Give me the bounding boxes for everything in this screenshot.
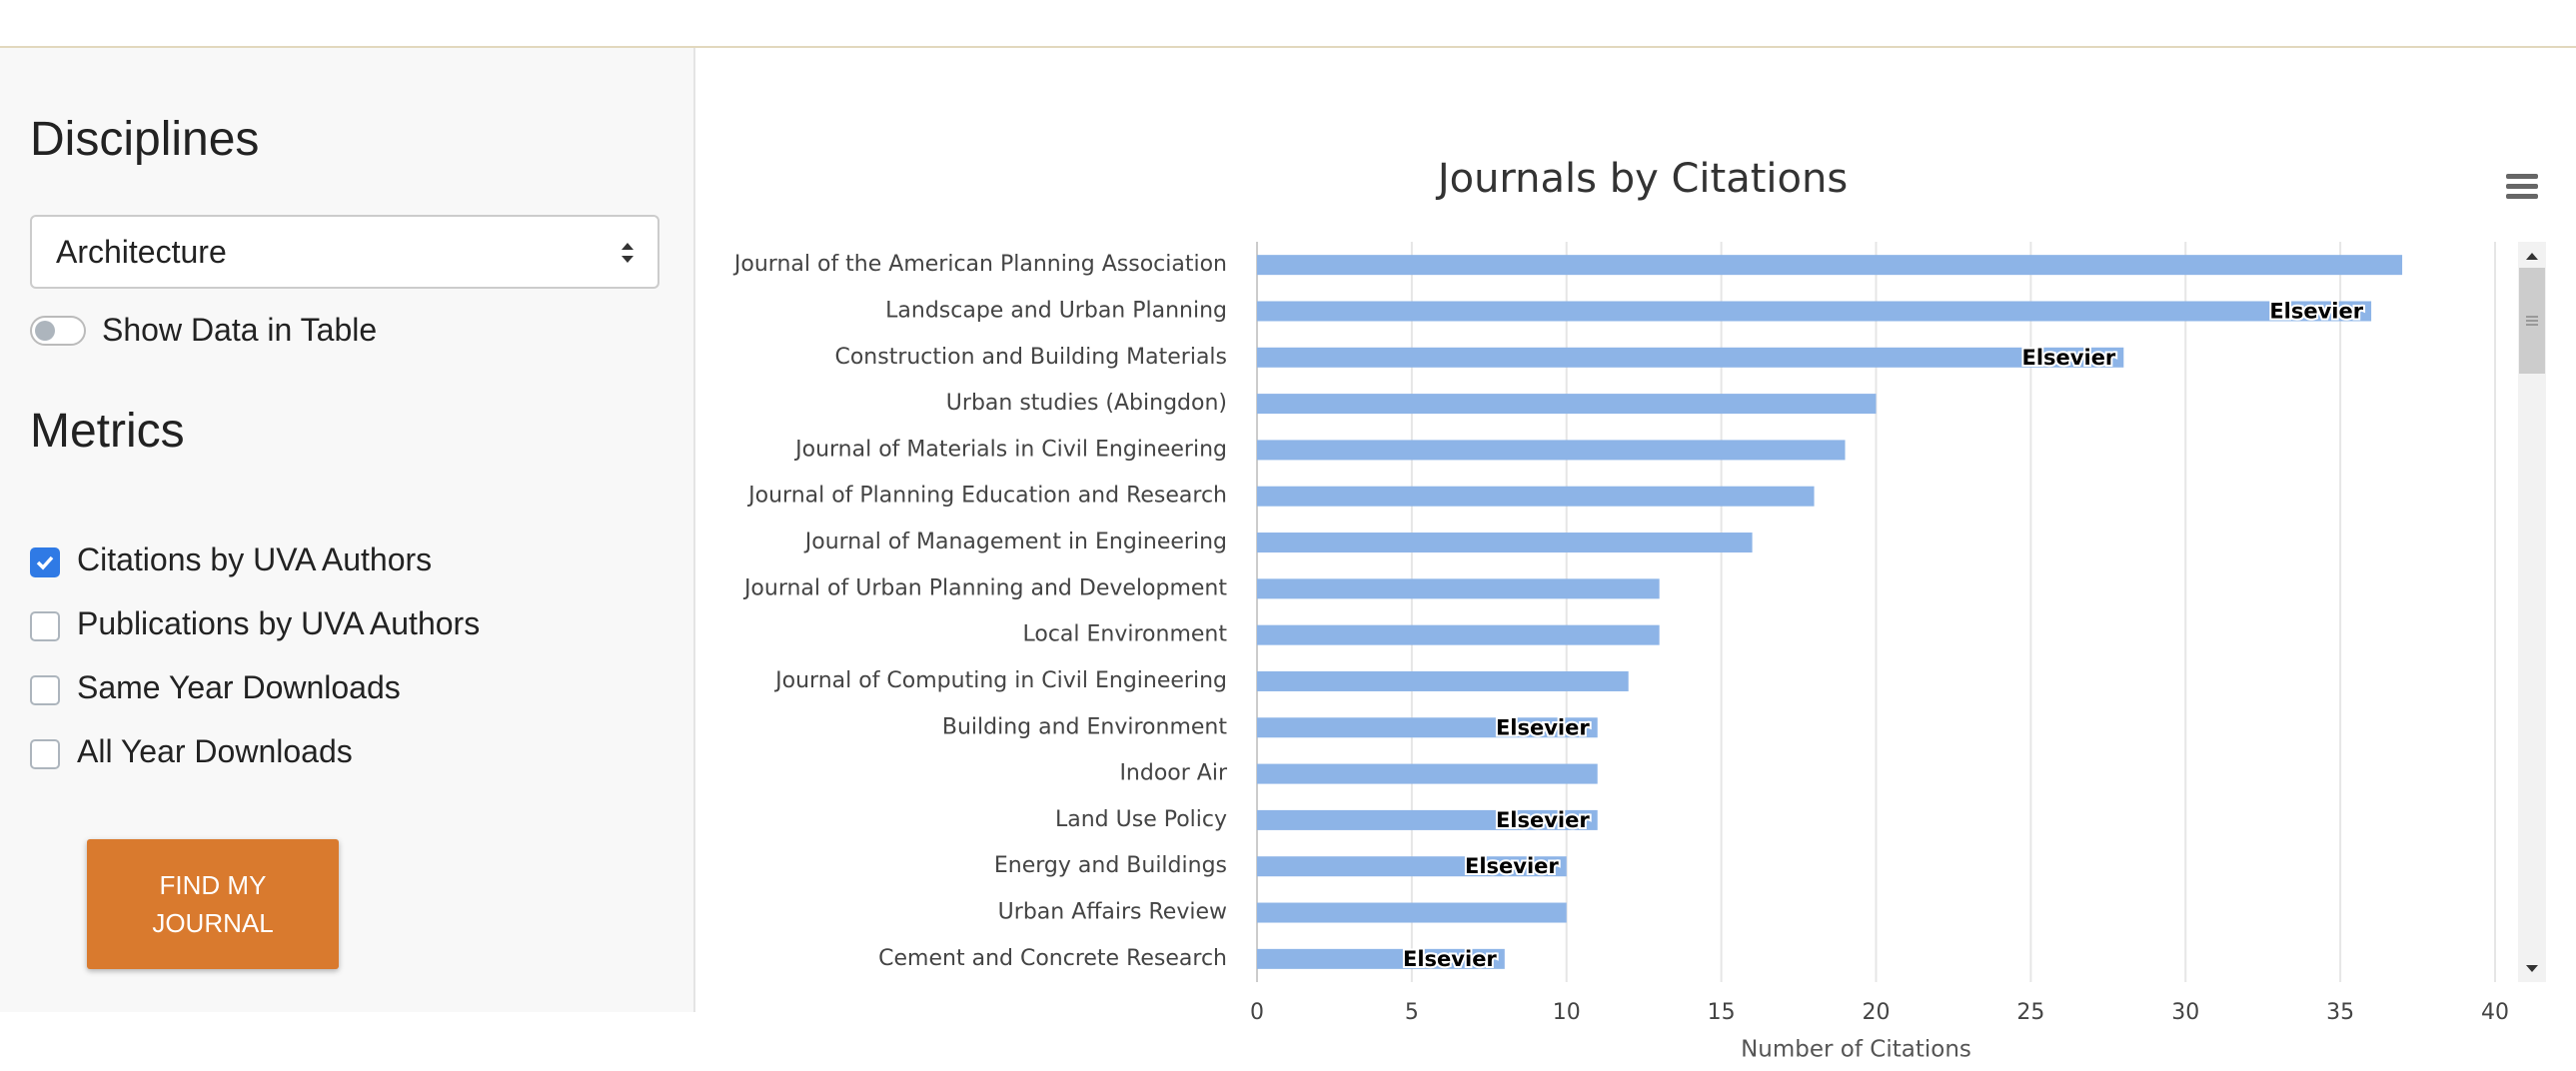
x-tick-label: 0 — [1250, 1000, 1264, 1025]
bar — [1257, 809, 1598, 830]
x-axis-title: Number of Citations — [1741, 1037, 1971, 1063]
y-tick-label: Journal of Urban Planning and Developmen… — [742, 575, 1227, 600]
disciplines-heading: Disciplines — [30, 113, 260, 166]
metric-label: Same Year Downloads — [77, 669, 401, 705]
metric-checkbox[interactable] — [30, 547, 60, 577]
y-tick-label: Indoor Air — [1119, 761, 1228, 786]
select-arrows — [622, 243, 634, 263]
bar — [1257, 255, 2403, 276]
x-tick-label: 15 — [1708, 1000, 1736, 1025]
metric-checkbox[interactable] — [30, 739, 60, 769]
bar — [1257, 670, 1629, 691]
bar — [1257, 578, 1660, 599]
bar — [1257, 763, 1598, 784]
bar — [1257, 486, 1815, 507]
y-tick-label: Building and Environment — [942, 714, 1227, 739]
data-label: Elsevier — [2269, 299, 2363, 323]
bar — [1257, 301, 2372, 322]
y-tick-label: Journal of Management in Engineering — [803, 530, 1227, 554]
y-tick-label: Journal of Computing in Civil Engineerin… — [773, 668, 1227, 693]
y-tick-label: Local Environment — [1023, 622, 1228, 647]
bar — [1257, 717, 1598, 738]
metric-label: Publications by UVA Authors — [77, 605, 481, 641]
sidebar: Disciplines Architecture Show Data in Ta… — [0, 48, 695, 1012]
metrics-heading: Metrics — [30, 405, 185, 458]
data-label: Elsevier — [1403, 947, 1497, 971]
bar — [1257, 948, 1505, 969]
x-tick-label: 40 — [2481, 1000, 2509, 1025]
y-tick-label: Landscape and Urban Planning — [885, 298, 1227, 323]
metric-checkbox[interactable] — [30, 611, 60, 641]
data-label: Elsevier — [2022, 346, 2116, 370]
metric-label: All Year Downloads — [77, 733, 353, 769]
y-tick-label: Urban studies (Abingdon) — [946, 391, 1227, 416]
y-tick-label: Construction and Building Materials — [834, 345, 1227, 370]
data-label: Elsevier — [1496, 808, 1590, 832]
bar — [1257, 533, 1753, 553]
data-label: Elsevier — [1496, 715, 1590, 739]
bar — [1257, 347, 2124, 368]
y-tick-label: Journal of Planning Education and Resear… — [746, 484, 1227, 509]
metric-label: Citations by UVA Authors — [77, 541, 433, 577]
bar — [1257, 624, 1660, 645]
x-tick-label: 25 — [2016, 1000, 2044, 1025]
y-tick-label: Journal of Materials in Civil Engineerin… — [793, 437, 1227, 462]
y-tick-label: Cement and Concrete Research — [878, 946, 1227, 971]
y-tick-label: Journal of the American Planning Associa… — [732, 252, 1227, 277]
y-tick-label: Urban Affairs Review — [998, 900, 1227, 925]
check-mark — [36, 555, 54, 570]
header-border — [0, 46, 2576, 48]
bar — [1257, 902, 1567, 923]
x-tick-label: 10 — [1553, 1000, 1581, 1025]
select-value: Architecture — [56, 234, 227, 270]
y-tick-label: Energy and Buildings — [994, 853, 1227, 878]
y-tick-label: Land Use Policy — [1055, 807, 1227, 832]
data-label: Elsevier — [1465, 854, 1559, 878]
toggle-label: Show Data in Table — [102, 312, 378, 348]
x-tick-label: 5 — [1405, 1000, 1419, 1025]
metric-checkbox[interactable] — [30, 675, 60, 705]
find-journal-button[interactable]: FIND MY JOURNAL — [87, 839, 339, 969]
bar — [1257, 856, 1567, 877]
menu-icon — [2506, 174, 2538, 199]
x-tick-label: 35 — [2326, 1000, 2354, 1025]
scrollbar — [2518, 242, 2546, 982]
chart-title: Journals by Citations — [1435, 156, 1848, 202]
x-tick-label: 20 — [1863, 1000, 1891, 1025]
bar — [1257, 440, 1846, 461]
bar — [1257, 394, 1877, 415]
discipline-select[interactable]: Architecture — [30, 215, 659, 289]
table-toggle[interactable] — [30, 316, 86, 346]
x-tick-label: 30 — [2171, 1000, 2199, 1025]
